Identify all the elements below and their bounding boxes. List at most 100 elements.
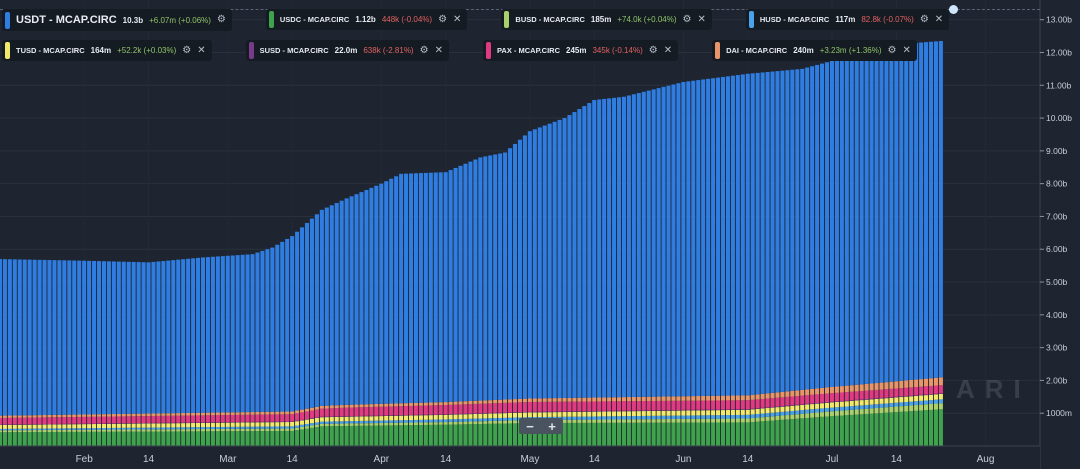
bar-segment	[324, 417, 329, 422]
close-icon[interactable]: ✕	[934, 13, 944, 25]
gear-icon[interactable]: ⚙	[419, 44, 429, 56]
gear-icon[interactable]: ⚙	[682, 13, 692, 25]
bar-segment	[220, 428, 225, 432]
bar-segment	[423, 405, 428, 415]
close-icon[interactable]: ✕	[453, 13, 462, 25]
bar-segment	[745, 395, 750, 401]
bar-segment	[92, 260, 97, 415]
legend-item[interactable]: PAX - MCAP.CIRC 245m 345k (-0.14%) ⚙ ✕	[482, 40, 679, 61]
bar-segment	[919, 386, 924, 395]
zoom-in-button[interactable]: +	[548, 418, 556, 434]
bar-segment	[438, 424, 443, 446]
legend-item[interactable]: TUSD - MCAP.CIRC 164m +52.2k (+0.03%) ⚙ ✕	[2, 40, 212, 61]
bar-segment	[864, 399, 869, 405]
bar-segment	[171, 429, 176, 432]
gear-icon[interactable]: ⚙	[919, 13, 929, 25]
bar-segment	[829, 393, 834, 402]
bar-segment	[285, 426, 290, 429]
bar-segment	[740, 395, 745, 401]
bar-segment	[696, 396, 701, 401]
bar-segment	[220, 415, 225, 423]
bar-segment	[512, 402, 518, 413]
bar-segment	[324, 416, 329, 418]
gear-icon[interactable]: ⚙	[438, 13, 448, 25]
bar-segment	[215, 431, 220, 446]
bar-segment	[2, 415, 7, 418]
bar-segment	[686, 400, 691, 410]
bar-segment	[735, 414, 740, 419]
bar-segment	[399, 173, 404, 404]
bar-segment	[730, 395, 735, 401]
bar-segment	[270, 426, 275, 429]
bar-segment	[517, 412, 522, 413]
bar-segment	[394, 425, 399, 446]
bar-segment	[225, 422, 230, 423]
bar-segment	[607, 422, 612, 446]
bar-segment	[844, 385, 849, 393]
bar-segment	[186, 258, 191, 413]
bar-segment	[820, 393, 825, 403]
legend-series-name: HUSD - MCAP.CIRC	[759, 15, 830, 24]
bar-segment	[354, 425, 359, 446]
bar-segment	[37, 417, 42, 425]
gear-icon[interactable]: ⚙	[648, 44, 658, 56]
bar-segment	[448, 404, 453, 415]
close-icon[interactable]: ✕	[197, 44, 206, 56]
bar-segment	[240, 412, 245, 415]
bar-segment	[616, 422, 622, 446]
zoom-out-button[interactable]: −	[526, 418, 534, 434]
bar-segment	[522, 402, 527, 412]
bar-segment	[641, 422, 646, 446]
bar-segment	[720, 76, 726, 396]
gear-icon[interactable]: ⚙	[182, 44, 192, 56]
gear-icon[interactable]: ⚙	[216, 14, 226, 25]
bar-segment	[928, 400, 934, 404]
bar-segment	[369, 404, 374, 407]
bar-segment	[344, 416, 349, 422]
bar-segment	[369, 187, 374, 405]
bar-segment	[839, 415, 844, 446]
bar-segment	[210, 427, 215, 429]
bar-segment	[250, 414, 255, 422]
bar-segment	[7, 415, 12, 418]
bar-segment	[716, 410, 721, 416]
bar-segment	[483, 413, 488, 419]
bar-segment	[453, 424, 458, 446]
bar-segment	[354, 415, 359, 417]
bar-segment	[572, 419, 577, 423]
legend-item[interactable]: BUSD - MCAP.CIRC 185m +74.0k (+0.04%) ⚙ ✕	[501, 9, 712, 30]
bar-segment	[691, 418, 696, 423]
bar-segment	[126, 423, 131, 424]
bar-segment	[0, 417, 2, 425]
bar-segment	[889, 397, 894, 404]
close-icon[interactable]: ✕	[697, 13, 706, 25]
bar-segment	[765, 71, 770, 394]
legend-item[interactable]: USDT - MCAP.CIRC 10.3b +6.07m (+0.06%) ⚙	[2, 9, 232, 31]
bar-segment	[379, 425, 384, 446]
bar-segment	[67, 260, 72, 415]
gear-icon[interactable]: ⚙	[887, 44, 897, 56]
scroll-handle[interactable]	[949, 5, 958, 14]
legend-item[interactable]: DAI - MCAP.CIRC 240m +3.23m (+1.36%) ⚙ ✕	[712, 40, 917, 61]
bar-segment	[319, 408, 324, 417]
bar-segment	[0, 430, 2, 433]
bar-segment	[136, 413, 141, 417]
bar-segment	[374, 406, 379, 416]
bar-segment	[864, 399, 869, 400]
close-icon[interactable]: ✕	[663, 44, 673, 56]
close-icon[interactable]: ✕	[902, 44, 911, 56]
bar-segment	[478, 418, 483, 422]
legend-item[interactable]: HUSD - MCAP.CIRC 117m 82.8k (-0.07%) ⚙ ✕	[745, 9, 950, 30]
legend-item[interactable]: USDC - MCAP.CIRC 1.12b 448k (-0.04%) ⚙ ✕	[265, 9, 468, 30]
bar-segment	[864, 413, 869, 446]
bar-segment	[359, 404, 364, 408]
bar-segment	[280, 428, 285, 431]
bar-segment	[879, 397, 884, 399]
bar-segment	[924, 404, 929, 411]
bar-segment	[230, 426, 235, 429]
close-icon[interactable]: ✕	[434, 44, 443, 56]
bar-segment	[126, 431, 131, 446]
bar-segment	[651, 419, 656, 423]
legend-item[interactable]: SUSD - MCAP.CIRC 22.0m 638k (-2.81%) ⚙ ✕	[245, 40, 449, 61]
